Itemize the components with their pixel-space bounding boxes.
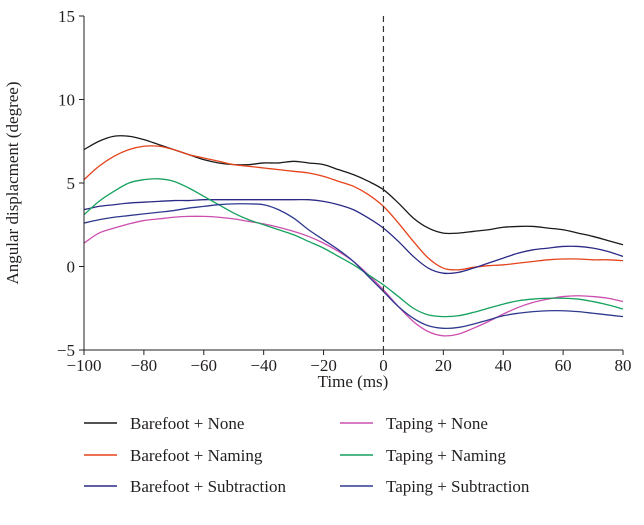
series-line-taping-subtraction <box>83 203 624 330</box>
series-line-taping-none <box>83 215 624 337</box>
series-line-barefoot-subtraction <box>83 198 624 275</box>
legend-label: Taping + None <box>386 414 488 433</box>
legend-item-taping-none: Taping + None <box>340 414 488 433</box>
x-tick-label: 20 <box>435 356 452 375</box>
legend-label: Barefoot + Subtraction <box>130 477 286 496</box>
legend-item-barefoot-subtraction: Barefoot + Subtraction <box>84 477 286 496</box>
series-line-taping-naming <box>83 178 624 318</box>
legend-label: Taping + Subtraction <box>386 477 530 496</box>
y-tick-label: 5 <box>67 174 76 193</box>
x-tick-label: −20 <box>310 356 337 375</box>
x-tick-label: −60 <box>190 356 217 375</box>
x-tick-label: 40 <box>495 356 512 375</box>
legend-item-barefoot-naming: Barefoot + Naming <box>84 446 263 465</box>
legend-label: Taping + Naming <box>386 446 506 465</box>
x-tick-label: −80 <box>131 356 158 375</box>
x-tick-label: 0 <box>379 356 388 375</box>
y-tick-label: −5 <box>57 341 75 360</box>
x-tick-label: −100 <box>66 356 101 375</box>
y-tick-label: 15 <box>58 7 75 26</box>
legend-label: Barefoot + None <box>130 414 244 433</box>
plot-area <box>83 135 624 337</box>
legend-item-taping-subtraction: Taping + Subtraction <box>340 477 530 496</box>
x-tick-label: 60 <box>555 356 572 375</box>
legend-label: Barefoot + Naming <box>130 446 263 465</box>
legend: Barefoot + None Barefoot + Naming Barefoot… <box>84 414 530 496</box>
series-line-barefoot-none <box>83 135 624 246</box>
tick-labels: −100 −80 −60 −40 −20 0 20 40 60 80 −5 0 5 10 15 <box>57 7 632 375</box>
y-axis-label: Angular displacment (degree) <box>3 82 22 285</box>
x-tick-label: −40 <box>250 356 277 375</box>
axes <box>79 15 624 355</box>
series-line-barefoot-naming <box>83 145 624 271</box>
legend-item-taping-naming: Taping + Naming <box>340 446 506 465</box>
legend-item-barefoot-none: Barefoot + None <box>84 414 244 433</box>
y-tick-label: 0 <box>67 258 76 277</box>
y-tick-label: 10 <box>58 91 75 110</box>
x-tick-label: 80 <box>615 356 632 375</box>
x-axis-label: Time (ms) <box>318 372 389 391</box>
